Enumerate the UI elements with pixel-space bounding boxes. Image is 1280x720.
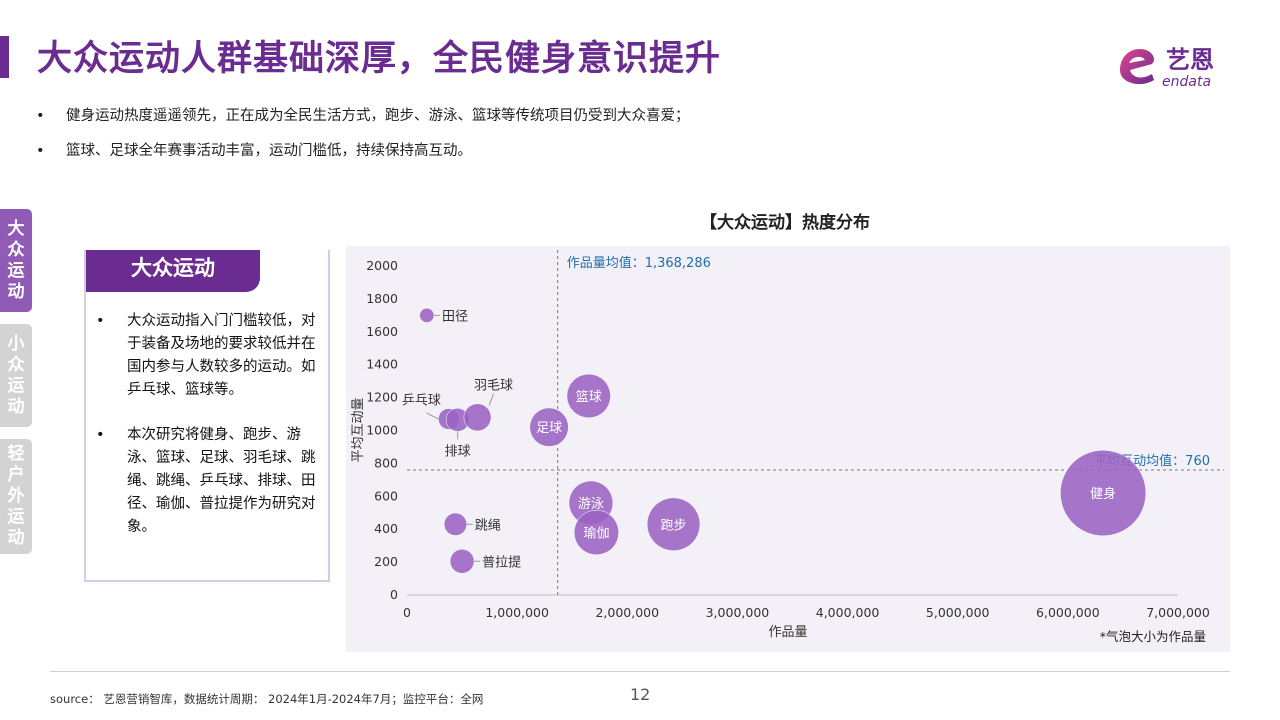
chart-title: 【大众运动】热度分布 bbox=[700, 213, 870, 233]
y-tick-label: 800 bbox=[374, 455, 398, 470]
bubble-label: 跳绳 bbox=[475, 518, 501, 533]
card-body: 大众运动指入门门槛较低，对于装备及场地的要求较低并在国内参与人数较多的运动。如乒… bbox=[96, 310, 318, 561]
bubble-label: 篮球 bbox=[576, 390, 602, 405]
side-tabs: 大 众 运 动 小 众 运 动 轻 户 外 运 动 bbox=[0, 209, 32, 566]
bubble-point bbox=[449, 549, 475, 574]
summary-bullet-1: 健身运动热度遥遥领先，正在成为全民生活方式，跑步、游泳、篮球等传统项目仍受到大众… bbox=[36, 105, 690, 140]
footer-divider bbox=[50, 671, 1230, 672]
card-heading: 大众运动 bbox=[86, 250, 260, 292]
source-note: source： 艺恩营销智库，数据统计周期： 2024年1月-2024年7月；监… bbox=[50, 692, 484, 706]
y-tick-label: 1400 bbox=[366, 357, 398, 372]
side-tab-mass-sports[interactable]: 大 众 运 动 bbox=[0, 209, 32, 312]
tab-char: 户 bbox=[7, 465, 25, 485]
x-tick-label: 1,000,000 bbox=[485, 605, 549, 620]
bubble-size-note: *气泡大小为作品量 bbox=[1100, 629, 1206, 644]
side-tab-niche-sports[interactable]: 小 众 运 动 bbox=[0, 324, 32, 427]
bubble-label: 普拉提 bbox=[482, 554, 521, 570]
summary-bullets: 健身运动热度遥遥领先，正在成为全民生活方式，跑步、游泳、篮球等传统项目仍受到大众… bbox=[36, 105, 690, 175]
card-paragraph-1: 大众运动指入门门槛较低，对于装备及场地的要求较低并在国内参与人数较多的运动。如乒… bbox=[96, 310, 318, 402]
x-tick-label: 2,000,000 bbox=[595, 605, 659, 620]
bubble-leader-line bbox=[488, 393, 494, 406]
page-title: 大众运动人群基础深厚，全民健身意识提升 bbox=[37, 39, 722, 79]
bubble-label: 健身 bbox=[1090, 486, 1116, 502]
y-tick-label: 1000 bbox=[366, 423, 398, 438]
bubble-label: 足球 bbox=[536, 421, 562, 436]
bubble-label: 排球 bbox=[445, 444, 471, 459]
x-axis-title: 作品量 bbox=[768, 625, 807, 640]
tab-char: 运 bbox=[7, 507, 25, 527]
x-tick-label: 3,000,000 bbox=[706, 605, 770, 620]
page-number: 12 bbox=[630, 685, 651, 704]
bubble-label: 跑步 bbox=[661, 518, 687, 533]
x-tick-label: 7,000,000 bbox=[1146, 605, 1210, 620]
y-tick-label: 1200 bbox=[366, 390, 398, 405]
tab-char: 外 bbox=[7, 486, 25, 506]
tab-char: 轻 bbox=[7, 444, 25, 464]
y-tick-label: 600 bbox=[374, 488, 398, 503]
bubble-point bbox=[463, 403, 492, 432]
tab-char: 运 bbox=[7, 375, 25, 396]
tab-char: 动 bbox=[7, 281, 25, 302]
bubble-label: 瑜伽 bbox=[583, 526, 609, 541]
y-tick-label: 200 bbox=[374, 554, 398, 569]
y-tick-label: 1600 bbox=[366, 324, 398, 339]
y-tick-label: 2000 bbox=[366, 258, 398, 273]
bubble-point bbox=[573, 509, 620, 556]
y-tick-label: 0 bbox=[390, 587, 398, 602]
endata-logo: 艺恩 endata bbox=[1120, 46, 1214, 90]
bubble-label: 羽毛球 bbox=[474, 379, 513, 394]
bubble-leader-line bbox=[426, 412, 439, 420]
x-tick-label: 5,000,000 bbox=[926, 605, 990, 620]
y-axis-title: 平均互动量 bbox=[351, 397, 366, 462]
tab-char: 动 bbox=[7, 528, 25, 548]
x-tick-label: 6,000,000 bbox=[1036, 605, 1100, 620]
x-tick-label: 4,000,000 bbox=[816, 605, 880, 620]
tab-char: 小 bbox=[7, 333, 25, 354]
y-tick-label: 1800 bbox=[366, 291, 398, 306]
logo-brand-en: endata bbox=[1162, 74, 1211, 90]
bubble-label: 田径 bbox=[442, 309, 468, 324]
tab-char: 众 bbox=[7, 354, 25, 375]
bubble-label: 游泳 bbox=[578, 497, 604, 512]
title-accent-bar bbox=[0, 36, 9, 78]
bubble-point bbox=[443, 512, 467, 536]
bubble-point bbox=[419, 307, 435, 323]
tab-char: 众 bbox=[7, 239, 25, 260]
x-tick-label: 0 bbox=[403, 605, 411, 620]
tab-char: 动 bbox=[7, 396, 25, 417]
bubble-point bbox=[646, 497, 701, 551]
summary-bullet-2: 篮球、足球全年赛事活动丰富，运动门槛低，持续保持高互动。 bbox=[36, 140, 690, 175]
tab-char: 大 bbox=[7, 218, 25, 239]
bubble-chart: 0 200 400 600 800 1000 1200 1400 1600 1800 2000 0 1,… bbox=[346, 246, 1230, 652]
y-tick-label: 400 bbox=[374, 521, 398, 536]
avg-x-label: 作品量均值：1,368,286 bbox=[567, 255, 711, 271]
bubble-point bbox=[566, 373, 611, 419]
bubble-point bbox=[529, 407, 569, 447]
bubble-point bbox=[1060, 450, 1147, 537]
chart-background bbox=[346, 246, 1230, 652]
side-tab-light-outdoor[interactable]: 轻 户 外 运 动 bbox=[0, 439, 32, 554]
tab-char: 运 bbox=[7, 260, 25, 281]
logo-brand-cn: 艺恩 bbox=[1166, 46, 1214, 74]
bubble-label: 乒乓球 bbox=[402, 394, 441, 409]
card-paragraph-2: 本次研究将健身、跑步、游泳、篮球、足球、羽毛球、跳绳、跳绳、乒乓球、排球、田径、… bbox=[96, 424, 318, 539]
